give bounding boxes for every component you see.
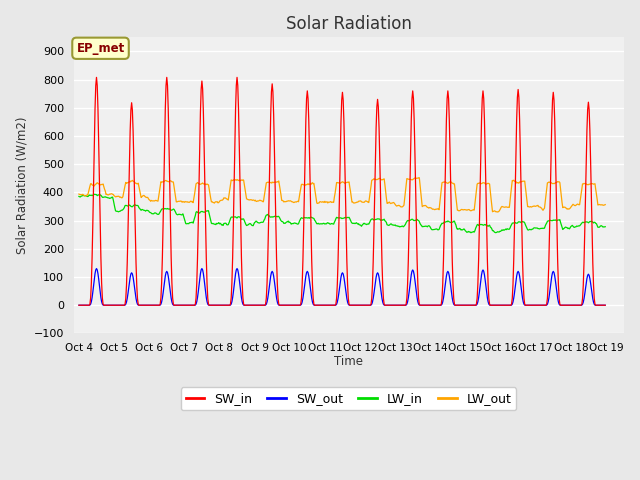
Text: EP_met: EP_met xyxy=(76,42,125,55)
Title: Solar Radiation: Solar Radiation xyxy=(285,15,412,33)
Y-axis label: Solar Radiation (W/m2): Solar Radiation (W/m2) xyxy=(15,117,28,254)
X-axis label: Time: Time xyxy=(334,355,363,368)
Legend: SW_in, SW_out, LW_in, LW_out: SW_in, SW_out, LW_in, LW_out xyxy=(180,387,516,410)
